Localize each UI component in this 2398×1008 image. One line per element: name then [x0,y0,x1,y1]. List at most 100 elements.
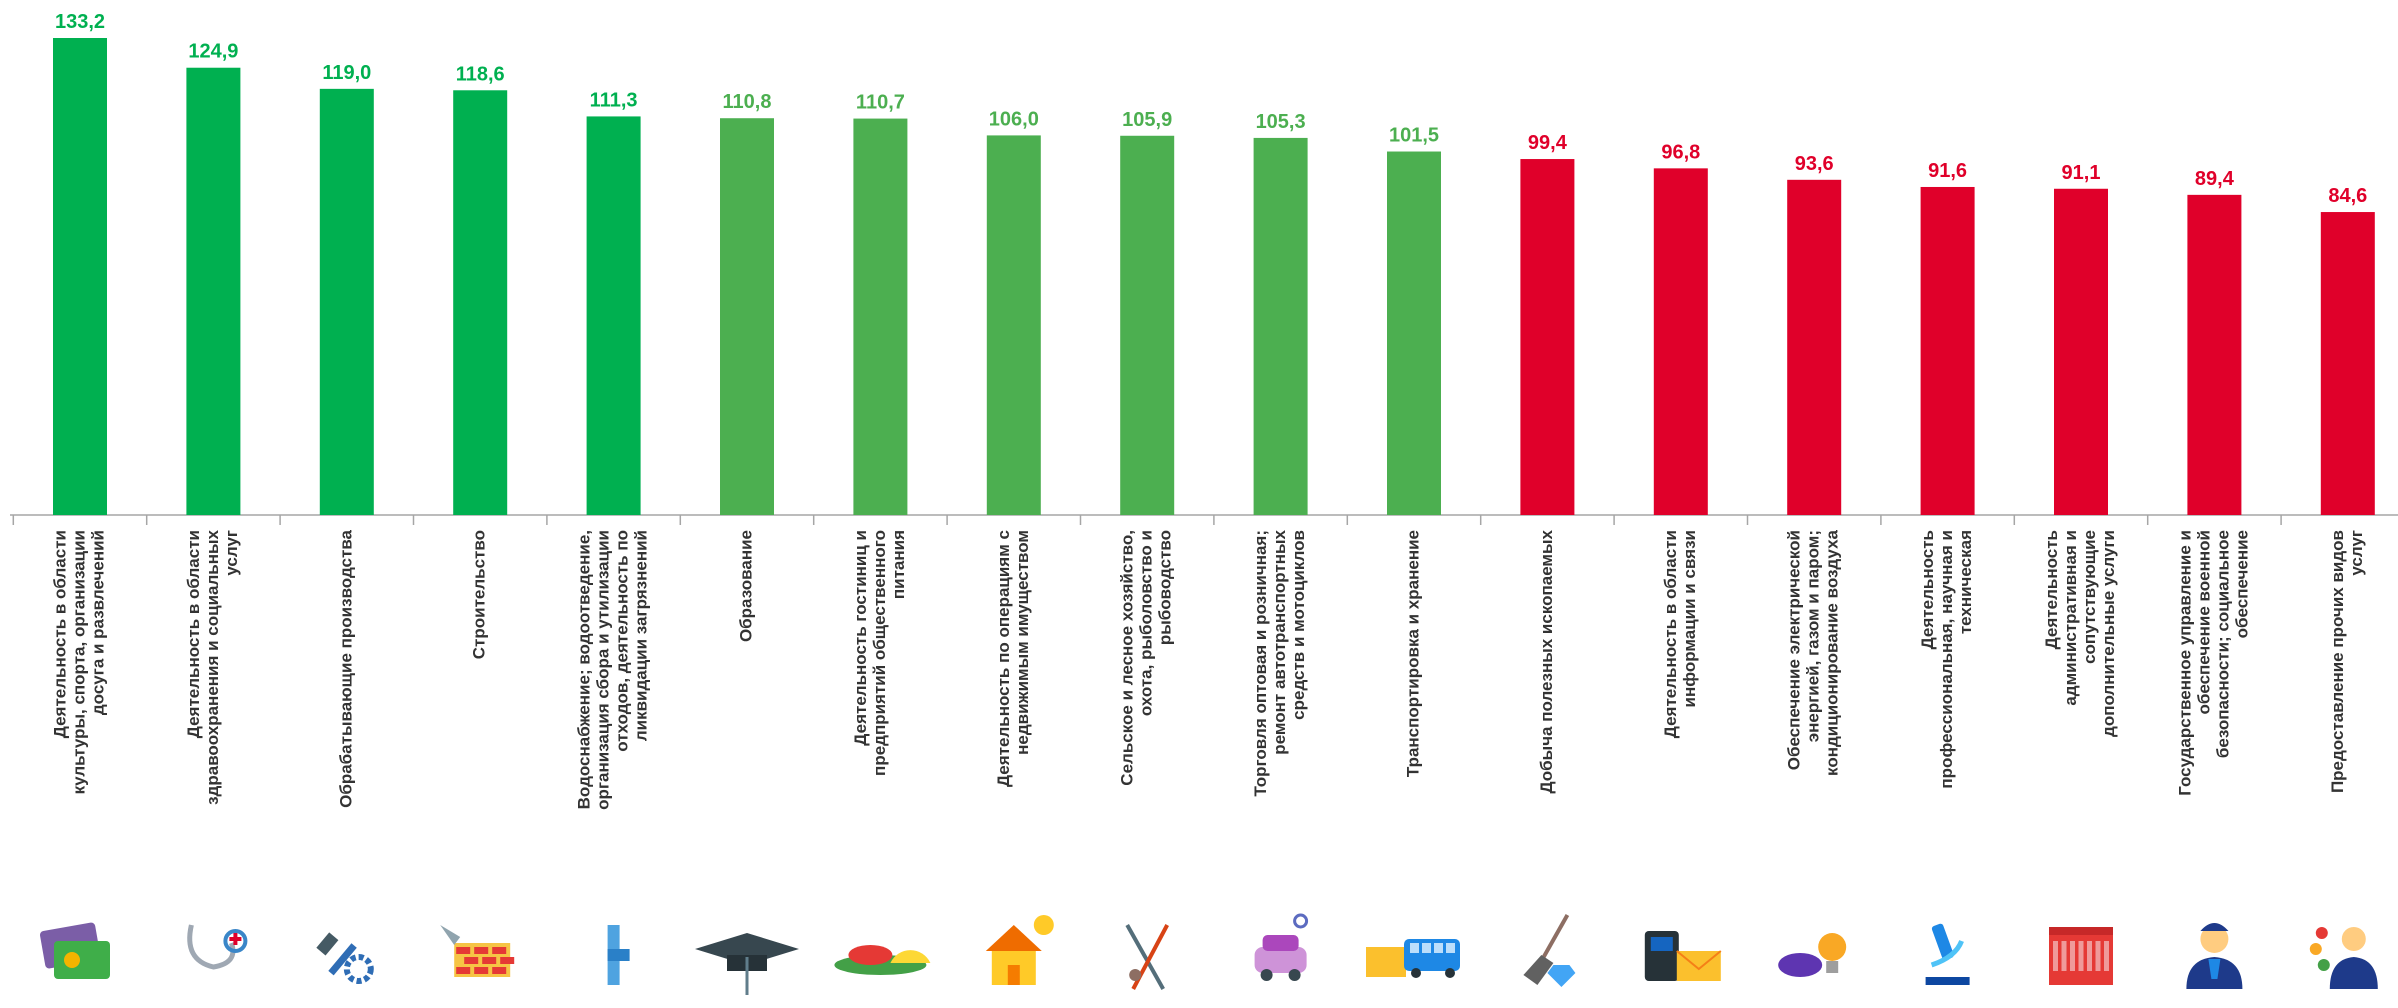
x-tick-label-line: средств и мотоциклов [1289,530,1308,720]
x-tick-label: Обеспечение электрической энергией, газом… [1785,529,1842,775]
x-tick-label-line: Деятельность в области [50,530,69,738]
x-tick-label: Деятельность административная и сопутствую… [2042,530,2118,737]
bar [1653,168,1708,515]
x-tick-label-line: ремонт автотранспортных [1270,529,1289,754]
x-tick-label: Деятельность в области информации и связи [1661,530,1699,738]
x-tick-label-line: техническая [1956,530,1975,634]
data-label: 89,4 [2195,168,2235,190]
x-tick-label-line: Деятельность по операциям с [994,530,1013,787]
bar [586,116,641,516]
x-tick-label-line: Деятельность в области [184,530,203,738]
bar [1920,186,1975,516]
food-platter-icon [834,945,931,975]
x-tick-label-line: обеспечение военной [2194,530,2213,715]
data-label: 124,9 [188,41,238,63]
data-label: 105,9 [1122,109,1172,131]
car-wrench-icon [1254,913,1309,981]
x-tick-label-line: информации и связи [1680,530,1699,707]
x-tick-label-line: рыбоводство [1156,530,1175,645]
x-tick-label-line: Деятельность [2042,530,2061,649]
x-tick-label-line: Добыча полезных ископаемых [1537,529,1556,793]
x-tick-label-line: профессиональная, научная и [1937,530,1956,789]
bar [319,88,374,515]
x-tick-label: Деятельность по операциям с недвижимым им… [994,530,1032,787]
x-tick-label: Добыча полезных ископаемых [1537,529,1556,793]
data-label: 110,7 [856,92,905,114]
stethoscope-icon [187,924,248,970]
x-tick-label-line: Обрабатывающие производства [336,529,355,807]
data-label: 96,8 [1661,141,1700,163]
bar [1253,137,1308,515]
x-tick-label-line: Сельское и лесное хозяйство, [1118,530,1137,786]
x-tick-label-line: Государственное управление и [2175,530,2194,796]
x-tick-label-line: питания [889,530,908,599]
x-tick-label-line: безопасности; социальное [2213,530,2232,758]
x-tick-label: Торговля оптовая и розничная; ремонт авто… [1251,529,1308,796]
x-tick-label-line: здравоохранения и социальных [203,529,222,804]
x-tick-label-line: охота, рыболовство и [1137,530,1156,716]
x-tick-label-line: Строительство [470,530,489,659]
x-tick-label-line: культуры, спорта, организации [69,530,88,794]
data-label: 106,0 [989,108,1039,130]
x-tick-label-line: Торговля оптовая и розничная; [1251,530,1270,797]
data-label: 110,8 [723,91,772,113]
data-label: 133,2 [55,11,105,33]
x-tick-label-line: отходов, деятельность по [613,530,632,752]
x-tick-label-line: дополнительные услуги [2099,530,2118,737]
x-tick-label-line: кондиционирование воздуха [1823,529,1842,775]
x-tick-label-line: Образование [736,530,755,642]
bar [720,118,774,515]
bar [1520,159,1575,516]
bar [2187,194,2242,515]
data-label: 105,3 [1256,111,1306,133]
x-tick-label-line: административная и [2061,530,2080,706]
house-coins-icon [985,915,1054,985]
bar [986,135,1041,516]
x-tick-label: Образование [736,530,755,642]
x-tick-label: Государственное управление и обеспечение … [2175,530,2251,796]
x-tick-label-line: услуг [2347,530,2366,576]
x-tick-label: Предоставление прочих видов услуг [2328,530,2366,793]
x-tick-label-line: Деятельность [1918,530,1937,649]
x-tick-label: Водоснабжение; водоотведение, организация… [575,530,651,810]
bar [53,38,107,515]
bar [1787,179,1842,516]
x-tick-label: Деятельность в области культуры, спорта, … [50,530,107,794]
bar [853,118,908,515]
x-tick-label-line: Деятельность в области [1661,530,1680,738]
bar [186,67,241,516]
brick-trowel-icon [440,925,515,977]
x-tick-label-line: Предоставление прочих видов [2328,530,2347,793]
water-pipe-icon [607,925,630,985]
x-tick-label-line: ликвидации загрязнений [632,530,651,741]
x-tick-label: Строительство [470,530,489,659]
x-tick-label-line: энергией, газом и паром; [1804,530,1823,742]
x-tick-label: Деятельность гостиниц и предприятий общес… [851,530,908,776]
bar [453,90,508,515]
x-tick-label-line: Водоснабжение; водоотведение, [575,530,594,809]
x-tick-label-line: организация сбора и утилизации [594,530,613,810]
bar [2320,212,2375,516]
service-person-icon [2309,927,2378,989]
x-tick-label-line: сопутствующие [2080,530,2099,664]
x-tick-label-line: Обеспечение электрической [1785,530,1804,770]
data-label: 93,6 [1795,153,1834,175]
shovel-diamond-icon [1523,914,1576,987]
x-tick-label: Сельское и лесное хозяйство, охота, рыбол… [1118,530,1175,786]
data-label: 99,4 [1528,132,1568,154]
data-label: 111,3 [590,89,638,111]
fishing-axe-icon [1125,924,1169,990]
x-tick-label: Деятельность в области здравоохранения и … [184,529,241,804]
x-tick-label: Обрабатывающие производства [336,529,355,807]
government-building-icon [2049,927,2113,985]
x-tick-label-line: обеспечение [2232,530,2251,638]
bar [1387,151,1441,515]
x-tick-label-line: недвижимым имуществом [1013,530,1032,755]
x-tick-label-line: Деятельность гостиниц и [851,530,870,746]
x-tick-label-line: предприятий общественного [870,530,889,776]
phone-envelope-icon [1644,931,1722,981]
data-label: 84,6 [2328,185,2367,207]
official-person-icon [2186,923,2243,989]
